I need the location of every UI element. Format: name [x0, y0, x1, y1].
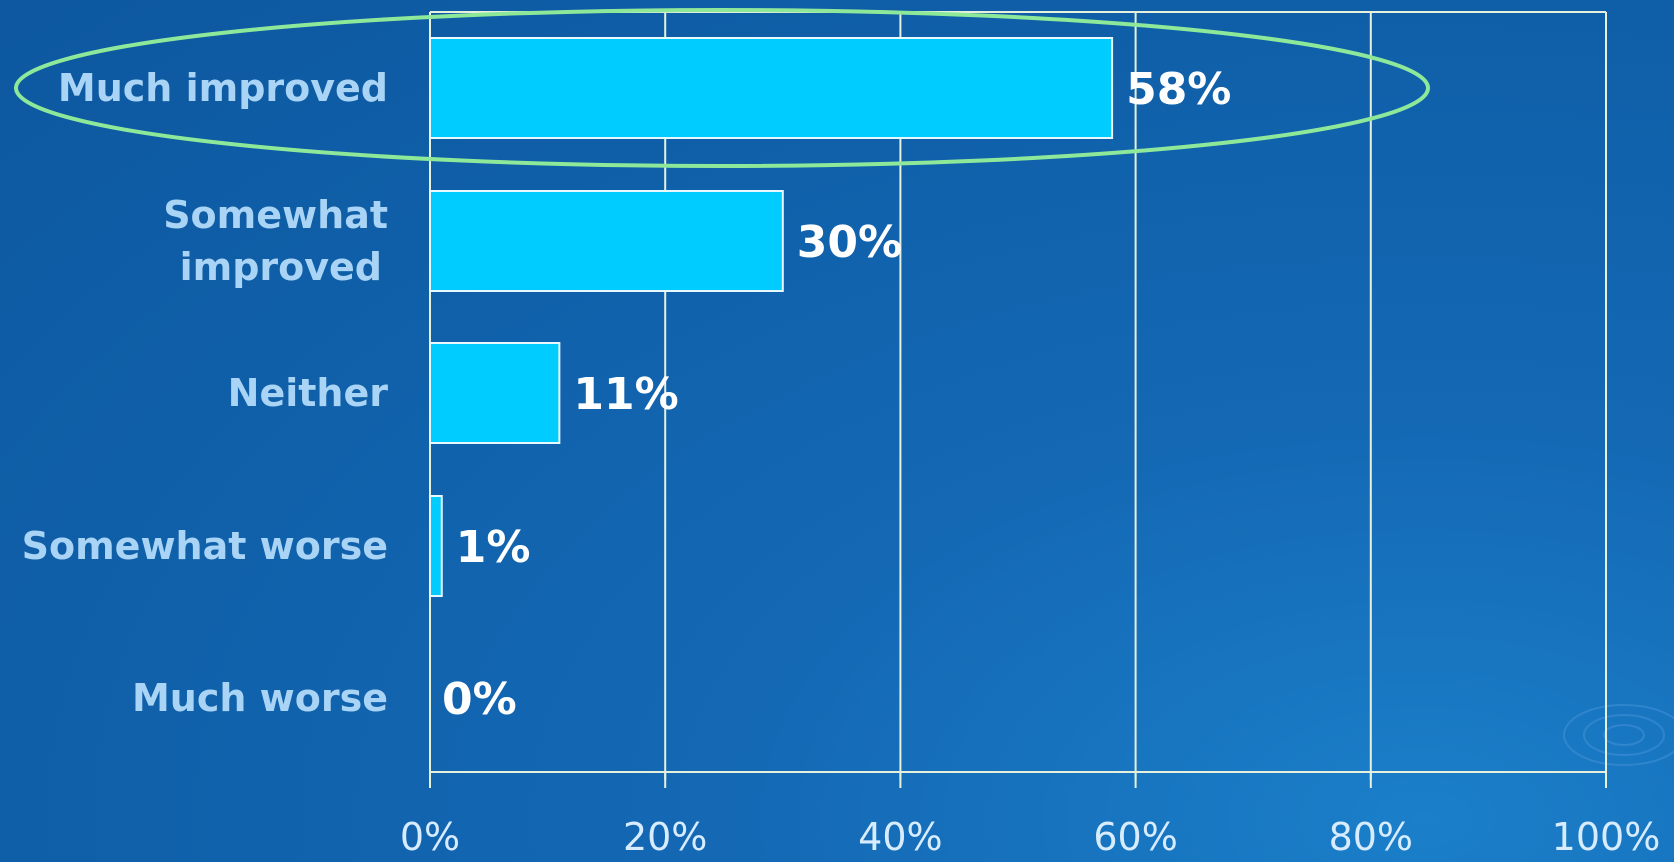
bars — [429, 37, 1114, 597]
category-label-line: Much worse — [132, 676, 388, 720]
value-labels: 58% 30% 11% 1% 0% — [442, 64, 1231, 725]
category-label-line: Neither — [228, 371, 389, 415]
value-label: 11% — [573, 369, 678, 420]
category-label: Much improved — [58, 66, 388, 110]
category-label: Somewhat worse — [22, 524, 388, 568]
background-ripple — [1563, 704, 1674, 766]
x-tick-label: 20% — [623, 815, 707, 859]
category-label: Much worse — [132, 676, 388, 720]
value-label: 1% — [456, 522, 531, 573]
category-label: Somewhat improved — [163, 193, 388, 289]
category-label-line: improved — [180, 245, 382, 289]
x-tick-label: 60% — [1093, 815, 1177, 859]
x-tick-label: 0% — [400, 815, 460, 859]
bar — [429, 342, 561, 444]
bar — [429, 190, 784, 292]
x-tick-labels: 0% 20% 40% 60% 80% 100% — [400, 815, 1660, 859]
x-tick-label: 100% — [1552, 815, 1661, 859]
value-label: 58% — [1126, 64, 1231, 115]
gridlines — [429, 11, 1607, 788]
highlight-ellipse — [14, 8, 1430, 168]
bar — [429, 37, 1114, 139]
highlight-layer — [14, 8, 1430, 168]
category-label-line: Somewhat — [163, 193, 388, 237]
bar — [429, 495, 443, 597]
category-label-line: Much improved — [58, 66, 388, 110]
category-label: Neither — [228, 371, 389, 415]
value-label: 30% — [797, 217, 902, 268]
x-tick-label: 40% — [858, 815, 942, 859]
value-label: 0% — [442, 674, 517, 725]
x-tick-label: 80% — [1329, 815, 1413, 859]
category-label-line: Somewhat worse — [22, 524, 388, 568]
category-labels: Much improved Somewhat improved Neither Some… — [22, 66, 389, 720]
